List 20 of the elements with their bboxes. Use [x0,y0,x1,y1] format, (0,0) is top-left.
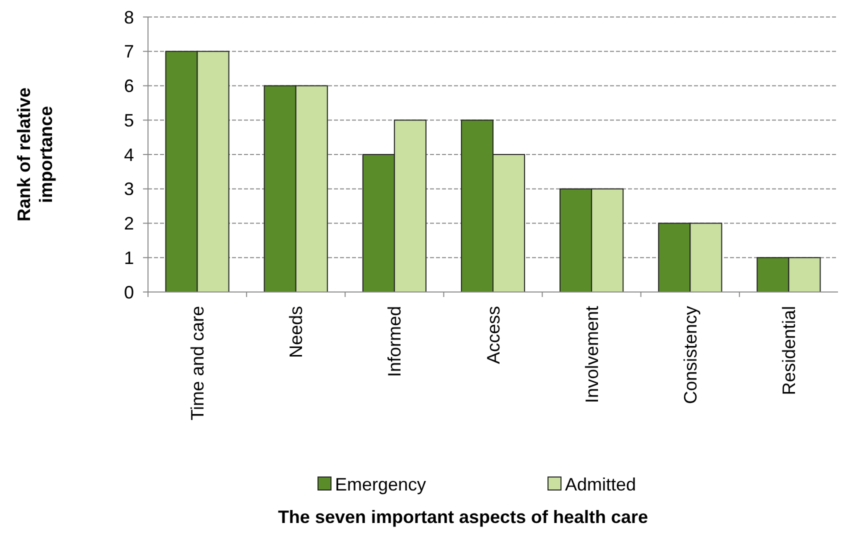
y-tick-label: 2 [124,214,134,234]
y-tick-label: 4 [124,144,134,165]
x-tick-label: Time and care [188,306,208,420]
x-tick-label: Residential [779,306,800,396]
legend-label: Admitted [565,474,636,494]
y-axis-title: Rank of relative importance [14,87,56,222]
y-tick-label: 1 [124,248,134,268]
y-tick-label: 7 [124,42,134,62]
y-tick-label: 5 [124,110,134,130]
y-tick-label: 0 [124,282,134,302]
x-tick-label: Access [483,306,504,364]
x-axis-title: The seven important aspects of health care [278,507,648,527]
legend-label: Emergency [335,474,426,494]
y-tick-label: 3 [124,179,134,200]
x-tick-label: Involvement [582,306,602,404]
y-tick-label: 6 [124,76,134,96]
x-tick-label: Consistency [680,306,700,404]
y-tick-label: 8 [124,7,134,28]
x-tick-label: Needs [286,306,306,358]
x-tick-label: Informed [384,306,405,378]
